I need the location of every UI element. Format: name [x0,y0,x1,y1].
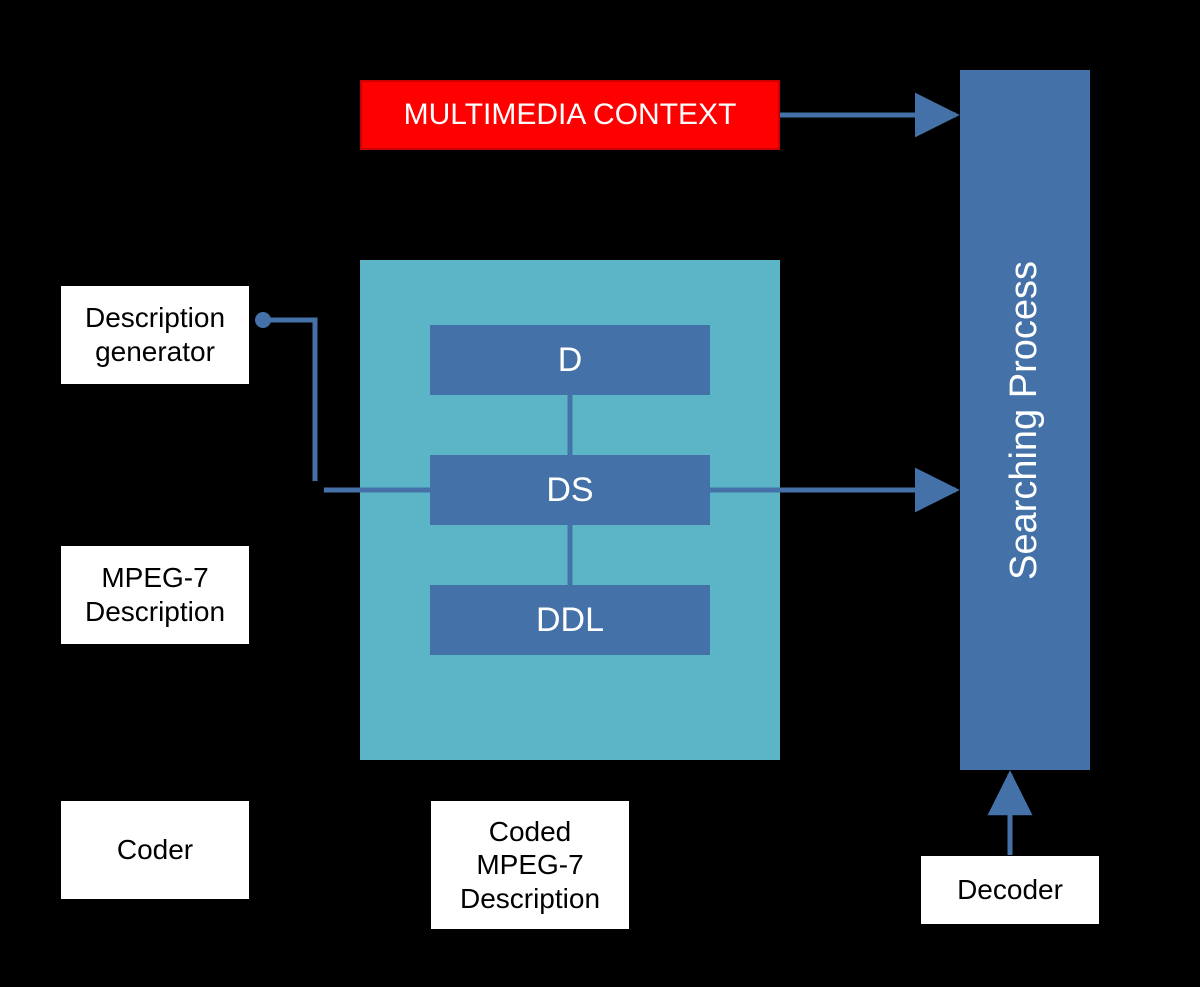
node-mpeg7-description: MPEG-7 Description [60,545,250,645]
node-decoder: Decoder [920,855,1100,925]
node-d: D [430,325,710,395]
searching-process-label: Searching Process [1002,261,1048,580]
node-description-generator: Description generator [60,285,250,385]
edge-descgen-junction-dot [306,481,324,499]
edge-descgen-start-dot [255,312,271,328]
node-ds: DS [430,455,710,525]
node-multimedia-context: MULTIMEDIA CONTEXT [360,80,780,150]
node-searching-process: Searching Process [960,70,1090,770]
node-coded-mpeg7-description: Coded MPEG-7 Description [430,800,630,930]
node-ddl: DDL [430,585,710,655]
node-coder: Coder [60,800,250,900]
